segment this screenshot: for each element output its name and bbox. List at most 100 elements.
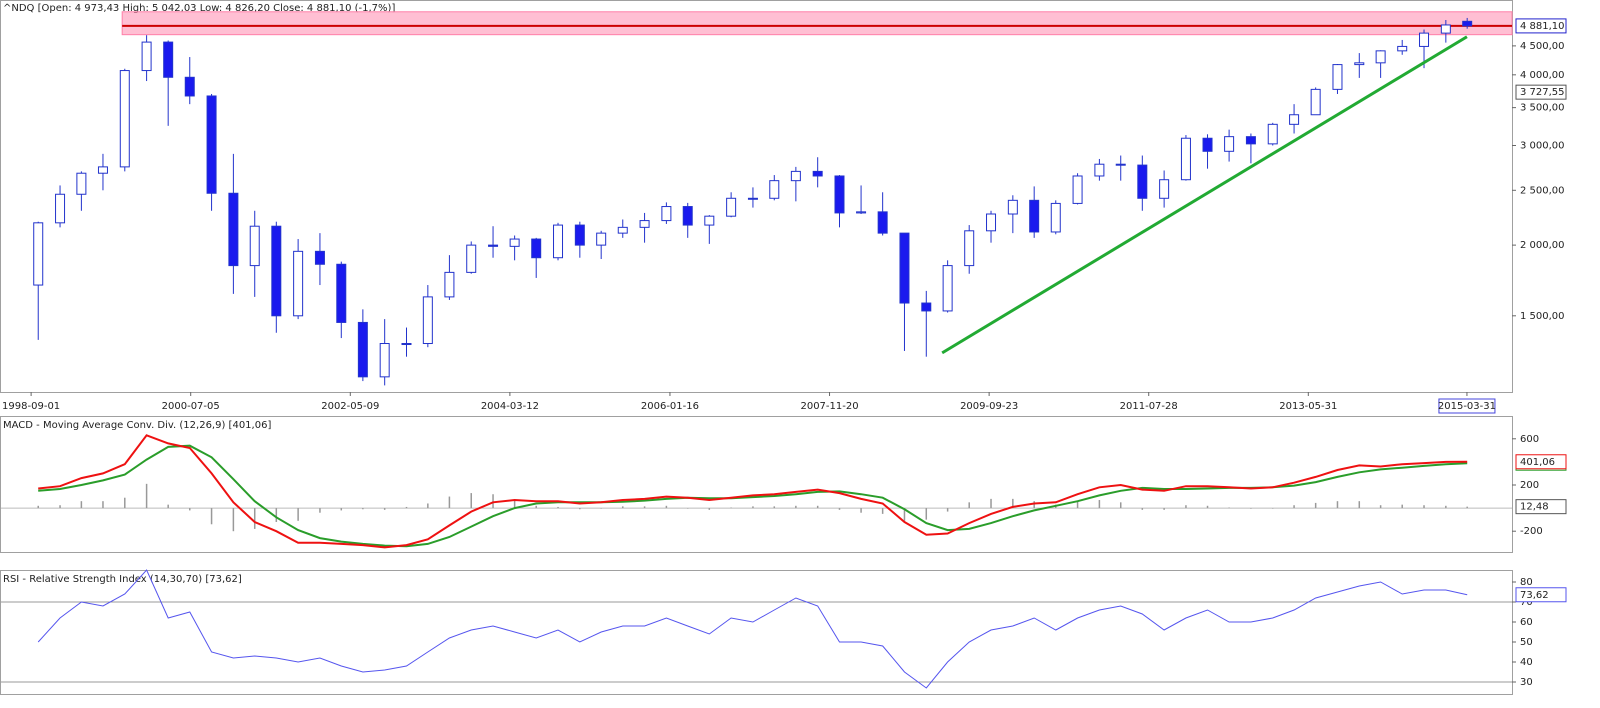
candle-body: [921, 302, 932, 312]
series-line: [37, 569, 1468, 689]
y-tick-label: 70: [1520, 597, 1533, 608]
x-tick-label: 2015-03-31: [1438, 401, 1496, 412]
value-label-box: [1515, 454, 1567, 470]
histogram-bar: [1336, 501, 1339, 509]
candle-body: [163, 41, 174, 78]
candle-body: [401, 343, 412, 346]
candle-body: [1007, 199, 1018, 215]
candle-body: [119, 70, 130, 168]
histogram-bar: [925, 508, 928, 520]
candle-body: [1332, 64, 1343, 90]
y-tick-label: 4 500,00: [1520, 41, 1565, 52]
trend-line: [941, 35, 1468, 355]
x-tick-label: 2013-05-31: [1279, 401, 1337, 412]
y-tick-label: 4 000,00: [1520, 70, 1565, 81]
y-tick-label: 200: [1520, 480, 1539, 491]
candle-body: [1310, 88, 1321, 116]
candle-body: [1245, 136, 1256, 145]
candle-body: [1050, 202, 1061, 233]
histogram-bar: [600, 508, 602, 509]
histogram-bar: [990, 498, 992, 509]
candle-body: [899, 232, 910, 304]
candle-body: [639, 220, 650, 228]
candle-body: [336, 263, 347, 323]
candle-body: [1072, 175, 1083, 204]
candle-body: [1159, 179, 1170, 199]
candle-body: [964, 230, 975, 267]
histogram-bar: [102, 501, 104, 509]
histogram-bar: [1314, 502, 1317, 509]
candle-body: [617, 226, 628, 234]
y-tick-label: 60: [1520, 617, 1533, 628]
candle-body: [942, 265, 953, 312]
y-tick-label: 1 500,00: [1520, 311, 1565, 322]
candle-body: [747, 197, 758, 200]
y-tick-label: 80: [1520, 577, 1533, 588]
candle-body: [834, 175, 845, 214]
candle-body: [249, 225, 260, 267]
candle-body: [1419, 32, 1430, 47]
x-tick-highlight: [1438, 398, 1496, 414]
series-line: [38, 434, 1468, 549]
candle-body: [596, 232, 607, 246]
value-label: 4 881,10: [1520, 21, 1565, 32]
value-label-box: [1515, 84, 1567, 100]
histogram-bar: [730, 507, 732, 509]
histogram-bar: [189, 508, 191, 511]
histogram-bar: [1466, 506, 1468, 509]
candle-body: [206, 95, 217, 194]
candle-body: [1289, 114, 1300, 125]
histogram-bar: [340, 508, 343, 511]
value-label: 12,48: [1520, 502, 1549, 513]
histogram-bar: [881, 508, 884, 514]
candle-body: [1462, 20, 1473, 27]
histogram-bar: [1423, 505, 1425, 509]
histogram-bar: [1119, 502, 1122, 509]
histogram-bar: [253, 508, 256, 529]
y-tick-label: 30: [1520, 677, 1533, 688]
x-tick-label: 2002-05-09: [321, 401, 379, 412]
candle-body: [55, 193, 66, 224]
histogram-bar: [1098, 500, 1101, 509]
histogram-bar: [59, 505, 61, 509]
candle-body: [769, 180, 780, 199]
histogram-bar: [816, 505, 819, 509]
chart-title: ^NDQ [Open: 4 973,43 High: 5 042,03 Low:…: [3, 3, 395, 14]
y-tick-label: 600: [1520, 434, 1539, 445]
x-tick-label: 2011-07-28: [1120, 401, 1178, 412]
histogram-bar: [37, 505, 39, 509]
histogram-bar: [167, 504, 169, 509]
histogram-bar: [752, 506, 754, 509]
rsi-panel: [0, 570, 1513, 695]
histogram-bar: [903, 508, 906, 521]
y-tick-label: 2 000,00: [1520, 240, 1565, 251]
histogram-bar: [773, 506, 776, 509]
histogram-bar: [1076, 501, 1079, 509]
candle-body: [1202, 137, 1213, 152]
value-label-box: [1515, 499, 1567, 515]
histogram-bar: [470, 493, 472, 509]
candle-body: [293, 250, 304, 317]
histogram-bar: [1163, 508, 1165, 510]
histogram-bar: [968, 502, 970, 509]
histogram-bar: [622, 506, 624, 509]
histogram-bar: [1228, 507, 1230, 509]
candle-body: [704, 215, 715, 226]
histogram-bar: [643, 506, 646, 509]
histogram-bar: [708, 508, 711, 510]
y-tick-label: -200: [1520, 526, 1543, 537]
histogram-bar: [795, 505, 797, 509]
histogram-bar: [232, 508, 235, 532]
candle-body: [1115, 163, 1126, 166]
candle-body: [1375, 50, 1386, 64]
histogram-bar: [448, 496, 451, 509]
histogram-bar: [383, 508, 386, 510]
x-tick-label: 2004-03-12: [481, 401, 539, 412]
histogram-bar: [535, 505, 537, 509]
x-tick-label: 2007-11-20: [800, 401, 858, 412]
value-label: 3 727,55: [1520, 87, 1565, 98]
histogram-bar: [1012, 498, 1014, 509]
histogram-bar: [665, 505, 668, 509]
